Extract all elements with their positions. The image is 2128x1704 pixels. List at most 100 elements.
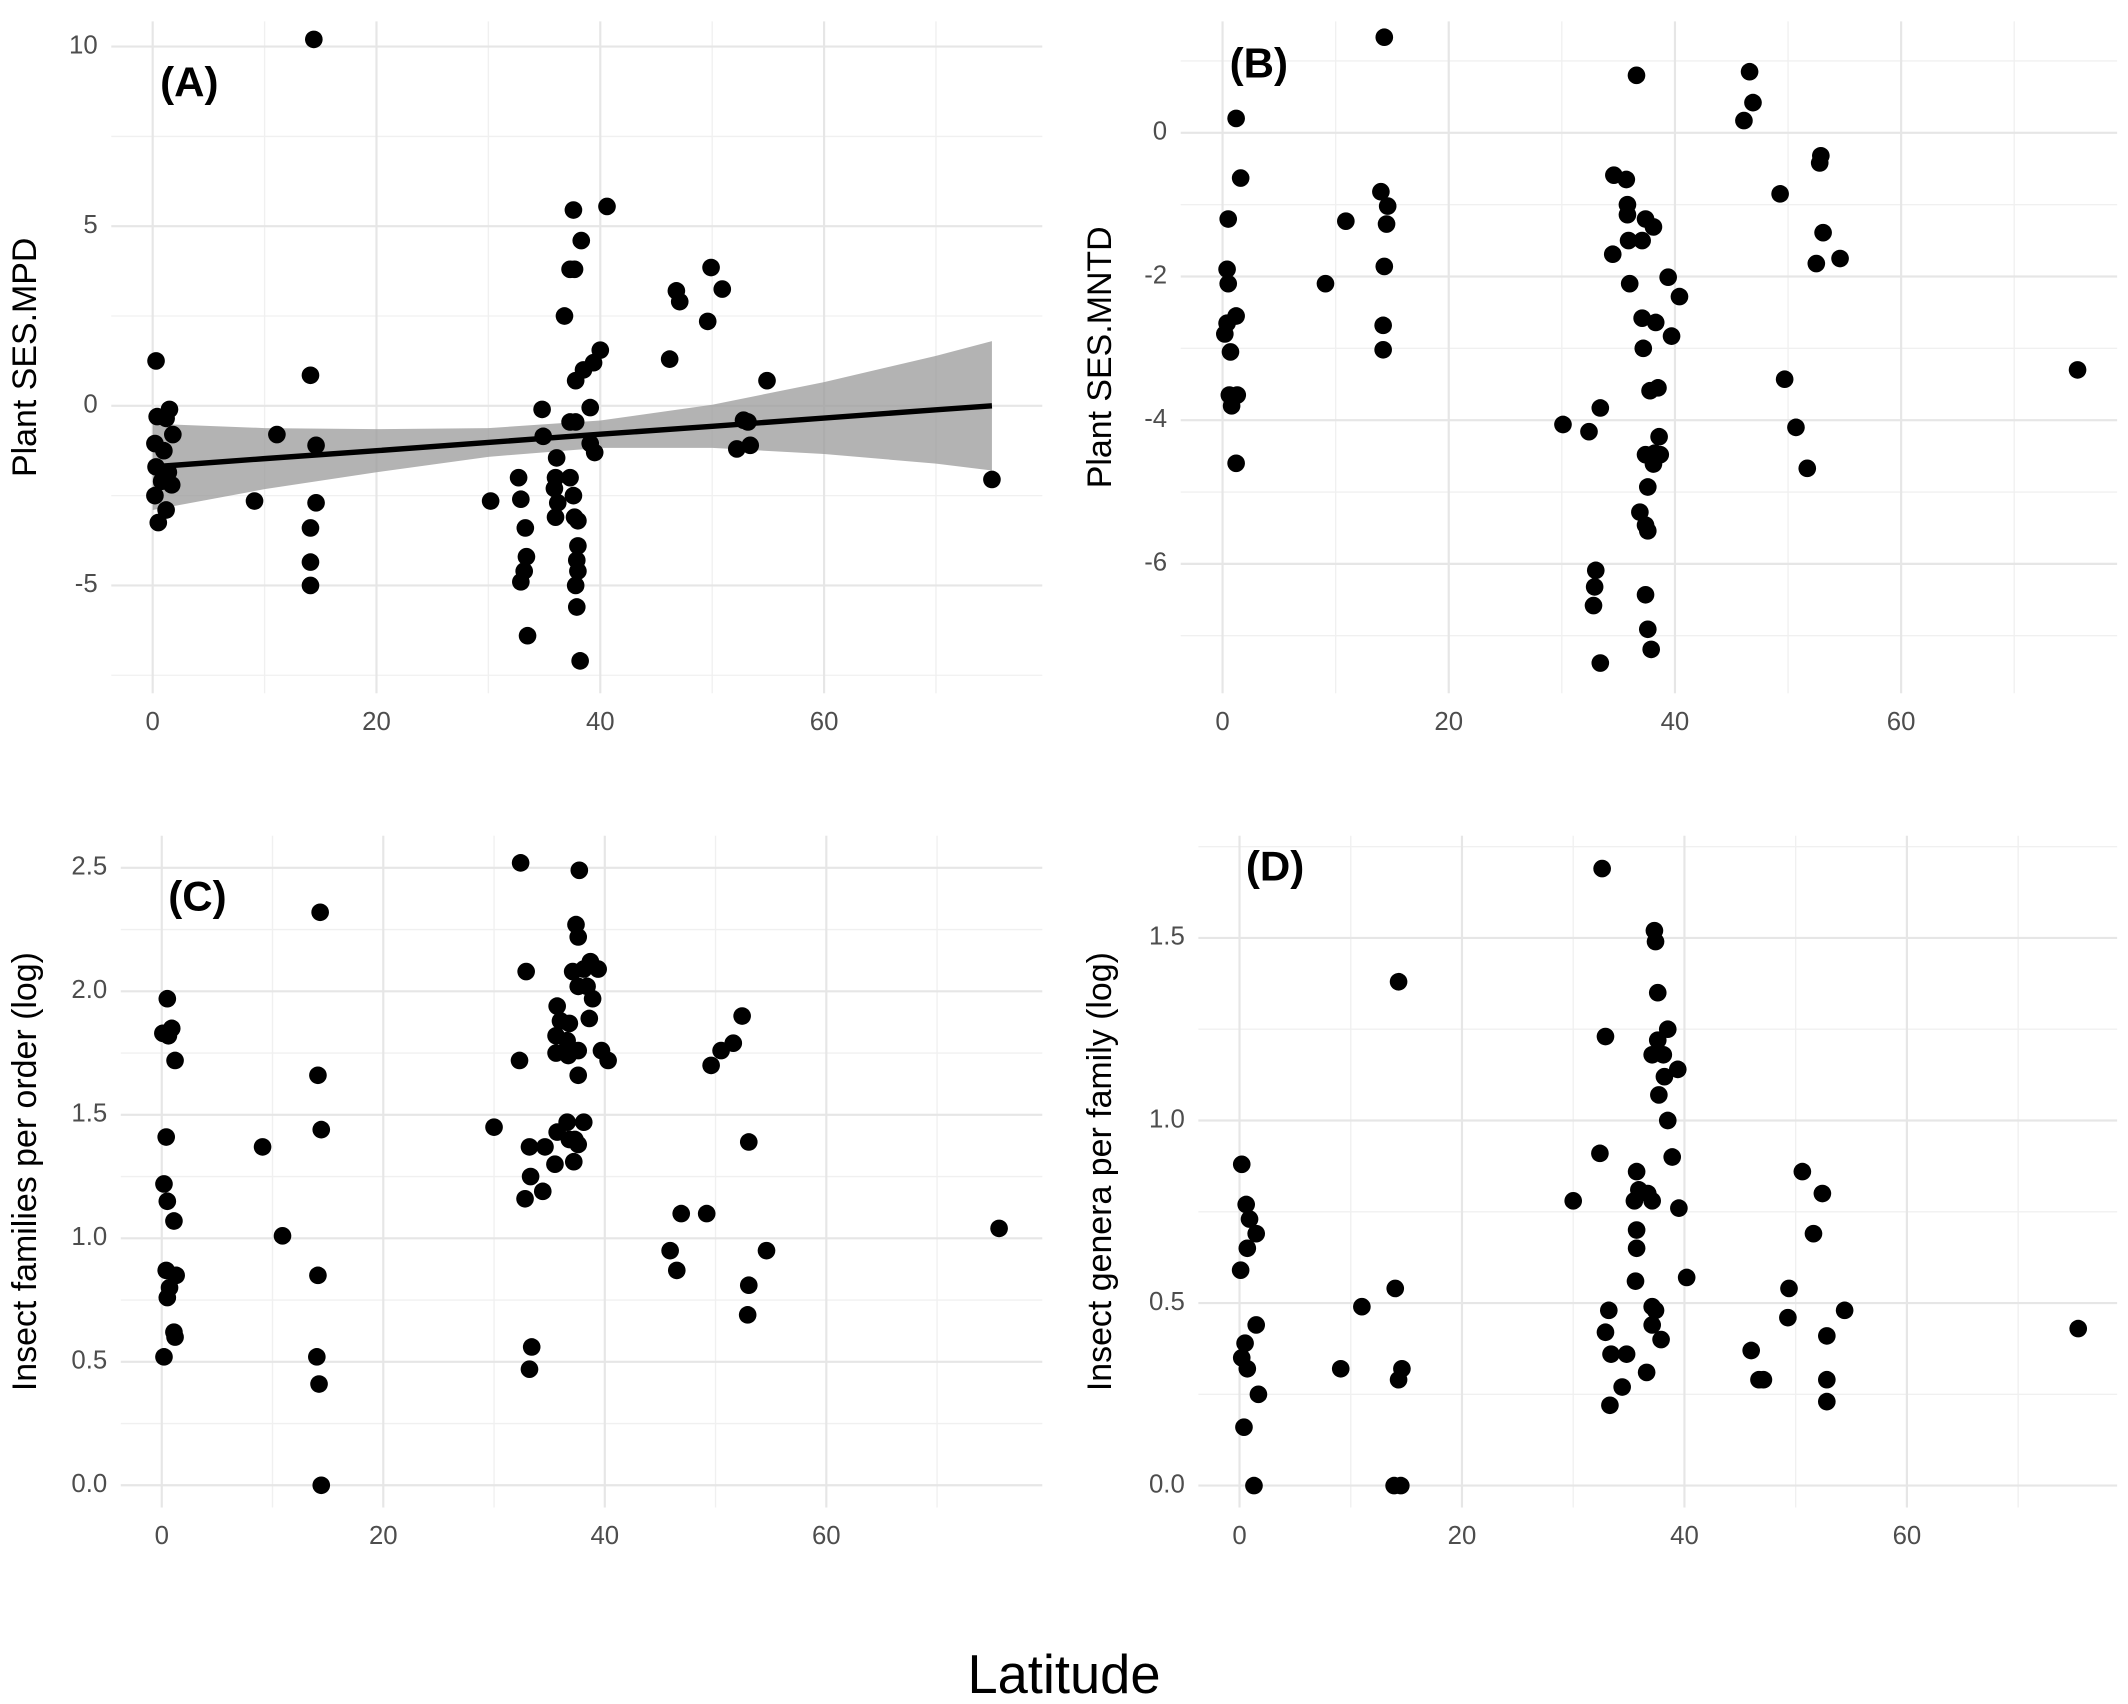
x-tick-label: 40 <box>1670 1522 1699 1550</box>
point <box>589 960 607 978</box>
point <box>545 479 564 498</box>
point <box>1617 1345 1636 1363</box>
point <box>166 1051 184 1070</box>
point <box>1585 578 1604 596</box>
point <box>1744 93 1762 112</box>
point <box>510 1051 529 1070</box>
point <box>1754 1370 1773 1389</box>
panel-label: (A) <box>160 58 218 105</box>
point <box>566 413 585 431</box>
point <box>697 1204 716 1223</box>
point <box>1742 1341 1761 1360</box>
point <box>308 1348 326 1366</box>
point <box>312 1476 331 1495</box>
point <box>661 1241 679 1260</box>
point <box>1586 561 1605 580</box>
point <box>1798 459 1817 478</box>
point <box>517 962 535 981</box>
point <box>569 1135 588 1154</box>
point <box>738 1306 757 1324</box>
point <box>569 928 588 946</box>
point <box>564 486 583 505</box>
point <box>1793 1162 1812 1181</box>
point <box>1650 427 1668 446</box>
y-tick-label: 0 <box>1153 118 1167 146</box>
y-tick-label: 1.5 <box>1149 923 1185 951</box>
point <box>1637 1363 1656 1382</box>
point <box>1633 309 1651 327</box>
point <box>1643 1316 1662 1334</box>
point <box>546 1155 564 1174</box>
point <box>1375 28 1394 47</box>
point <box>1638 522 1657 540</box>
point <box>1249 1385 1268 1404</box>
point <box>1247 1224 1266 1243</box>
point <box>585 443 604 462</box>
point <box>581 398 600 417</box>
point <box>1247 1316 1266 1334</box>
y-axis-label: Insect genera per family (log) <box>1081 952 1119 1391</box>
point <box>1596 1323 1615 1342</box>
point <box>724 1034 743 1052</box>
x-tick-label: 20 <box>369 1522 398 1550</box>
point <box>560 1014 579 1033</box>
point <box>253 1138 272 1156</box>
point <box>1554 415 1572 434</box>
point <box>1236 1334 1254 1353</box>
point <box>598 197 616 216</box>
y-axis-label: Insect families per order (log) <box>6 952 44 1391</box>
point <box>158 989 177 1008</box>
point <box>157 409 175 428</box>
x-tick-label: 0 <box>1232 1522 1246 1550</box>
point <box>1663 1148 1682 1166</box>
point <box>301 576 320 595</box>
point <box>561 468 579 487</box>
point <box>1564 1191 1583 1210</box>
point <box>1818 1392 1836 1411</box>
point <box>245 492 264 510</box>
y-tick-label: -5 <box>75 570 98 598</box>
point <box>533 1182 552 1201</box>
point <box>574 1113 593 1132</box>
point <box>566 576 585 595</box>
point <box>301 519 320 537</box>
point <box>727 440 746 458</box>
point <box>1636 585 1655 604</box>
panel-label: (B) <box>1230 39 1288 86</box>
x-tick-label: 0 <box>1215 708 1229 736</box>
point <box>517 547 536 566</box>
point <box>1619 231 1638 250</box>
point <box>733 1007 751 1025</box>
point <box>1643 1191 1662 1210</box>
point <box>1238 1239 1257 1258</box>
point <box>166 1328 184 1346</box>
point <box>268 425 286 444</box>
y-tick-label: 2.5 <box>71 853 107 881</box>
x-tick-label: 20 <box>1434 708 1463 736</box>
point <box>1232 1155 1251 1174</box>
point <box>1620 274 1639 293</box>
point <box>1771 185 1789 203</box>
point <box>301 553 320 571</box>
point <box>1603 245 1622 264</box>
point <box>1644 218 1663 236</box>
point <box>1375 257 1394 276</box>
point <box>1813 1184 1832 1203</box>
point <box>739 1276 758 1295</box>
point <box>1245 1476 1263 1495</box>
point <box>1231 169 1250 187</box>
point <box>1648 983 1667 1002</box>
x-tick-label: 60 <box>1893 1522 1922 1550</box>
point <box>1216 325 1234 343</box>
point <box>1386 1279 1405 1298</box>
point <box>1372 182 1390 201</box>
point <box>1240 1210 1259 1228</box>
point <box>572 231 591 250</box>
point <box>569 537 587 555</box>
x-tick-label: 0 <box>155 1522 169 1550</box>
point <box>1219 210 1238 228</box>
point <box>702 1056 720 1075</box>
y-tick-label: 1.0 <box>71 1223 107 1251</box>
point <box>570 861 589 880</box>
